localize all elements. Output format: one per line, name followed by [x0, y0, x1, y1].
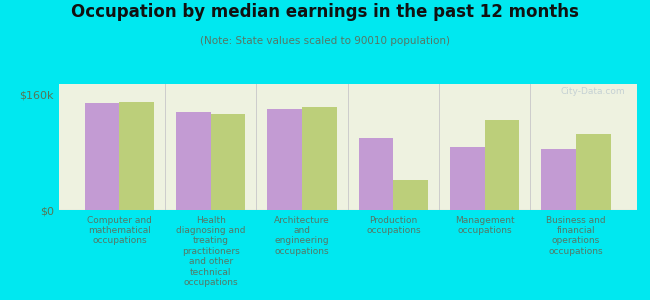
- Text: City-Data.com: City-Data.com: [561, 86, 625, 95]
- Bar: [120, 102, 154, 210]
- Bar: [450, 147, 485, 210]
- Bar: [393, 180, 428, 210]
- Bar: [576, 134, 611, 210]
- Bar: [541, 149, 576, 210]
- Bar: [84, 103, 120, 210]
- Bar: [359, 138, 393, 210]
- Bar: [302, 107, 337, 210]
- Text: (Note: State values scaled to 90010 population): (Note: State values scaled to 90010 popu…: [200, 36, 450, 46]
- Bar: [267, 109, 302, 210]
- Bar: [485, 120, 519, 210]
- Text: Occupation by median earnings in the past 12 months: Occupation by median earnings in the pas…: [71, 3, 579, 21]
- Bar: [211, 113, 246, 210]
- Bar: [176, 112, 211, 210]
